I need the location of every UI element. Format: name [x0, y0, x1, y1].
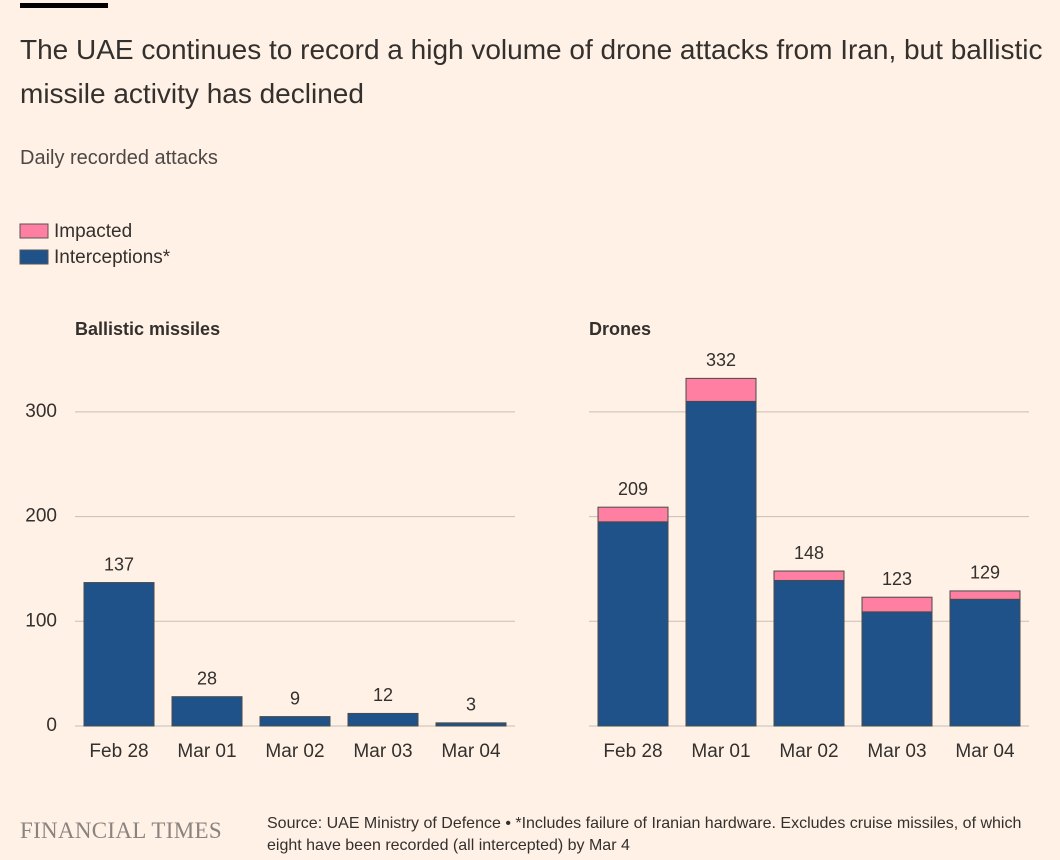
x-tick-label: Mar 04: [955, 741, 1015, 762]
bar-segment: [685, 377, 757, 402]
x-tick-label: Mar 04: [441, 741, 501, 762]
x-tick-label: Mar 01: [691, 741, 750, 762]
value-label: 28: [197, 668, 217, 688]
value-label: 3: [466, 695, 476, 715]
bar-segment: [861, 596, 933, 613]
bar-segment: [773, 579, 845, 727]
bar-segment: [949, 598, 1021, 727]
brand: FINANCIAL TIMES: [20, 818, 222, 843]
legend-label: Interceptions*: [54, 247, 171, 268]
top-bar: [20, 3, 108, 8]
y-tick-label: 100: [25, 610, 57, 631]
bar-segment: [773, 570, 845, 581]
title: The UAE continues to record a high volum…: [20, 34, 1043, 109]
bar-segment: [597, 506, 669, 523]
value-label: 209: [618, 479, 648, 499]
value-label: 137: [104, 554, 134, 574]
bar-segment: [949, 590, 1021, 600]
chart: Impacted Interceptions* Ballistic missiles…: [19, 221, 1029, 762]
value-label: 148: [794, 543, 824, 563]
legend-label: Impacted: [54, 221, 132, 242]
bar-segment: [259, 716, 331, 727]
y-tick-label: 200: [25, 506, 57, 527]
panel-title: Drones: [589, 319, 651, 339]
subtitle: Daily recorded attacks: [20, 147, 218, 169]
bar-segment: [685, 400, 757, 727]
value-label: 332: [706, 350, 736, 370]
source: Source: UAE Ministry of Defence • *Inclu…: [267, 815, 1022, 854]
bar-segment: [83, 582, 155, 727]
bar-segment: [435, 722, 507, 727]
legend-swatch: [19, 249, 49, 265]
bar-segment: [861, 611, 933, 727]
y-tick-label: 300: [25, 401, 57, 422]
x-tick-label: Feb 28: [603, 741, 662, 762]
x-tick-label: Mar 03: [353, 741, 412, 762]
legend-swatch: [19, 223, 49, 239]
x-tick-label: Feb 28: [89, 741, 148, 762]
y-tick-label: 0: [46, 715, 57, 736]
x-tick-label: Mar 01: [177, 741, 236, 762]
bar-segment: [347, 712, 419, 727]
value-label: 129: [970, 563, 1000, 583]
panel-title: Ballistic missiles: [75, 319, 220, 339]
value-label: 123: [882, 569, 912, 589]
x-tick-label: Mar 02: [779, 741, 838, 762]
value-label: 9: [290, 688, 300, 708]
x-tick-label: Mar 03: [867, 741, 926, 762]
bar-segment: [171, 696, 243, 727]
x-tick-label: Mar 02: [265, 741, 324, 762]
bar-segment: [597, 521, 669, 727]
value-label: 12: [373, 685, 393, 705]
